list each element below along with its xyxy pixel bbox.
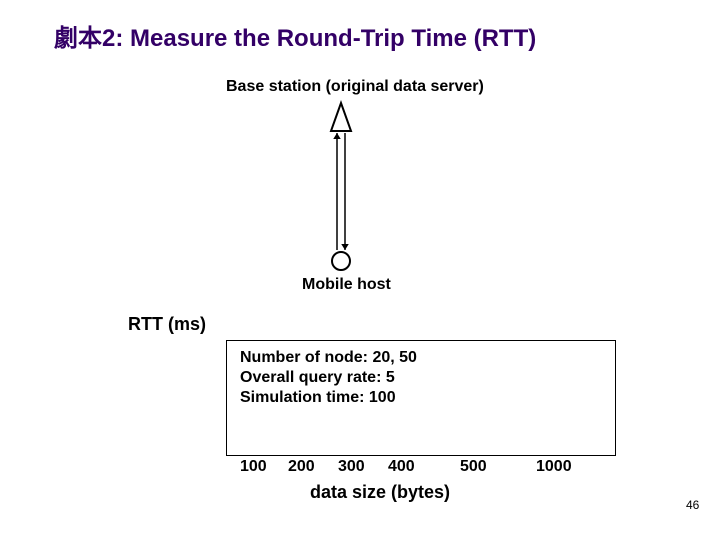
chart-x-label: data size (bytes) (310, 482, 450, 503)
mobile-host-icon (332, 252, 350, 270)
param-line: Number of node: 20, 50 (240, 348, 417, 368)
param-line: Overall query rate: 5 (240, 368, 417, 388)
xtick: 1000 (536, 458, 572, 476)
xtick: 200 (288, 458, 315, 476)
chart-params: Number of node: 20, 50 Overall query rat… (240, 348, 417, 408)
page-number: 46 (686, 498, 699, 512)
xtick: 300 (338, 458, 365, 476)
param-line: Simulation time: 100 (240, 388, 417, 408)
xtick: 400 (388, 458, 415, 476)
rtt-arrows (333, 133, 349, 250)
chart-y-label: RTT (ms) (128, 314, 206, 335)
base-station-icon (331, 103, 351, 131)
xtick: 100 (240, 458, 267, 476)
xtick: 500 (460, 458, 487, 476)
chart-x-ticks: 100 200 300 400 500 1000 (0, 458, 9, 478)
